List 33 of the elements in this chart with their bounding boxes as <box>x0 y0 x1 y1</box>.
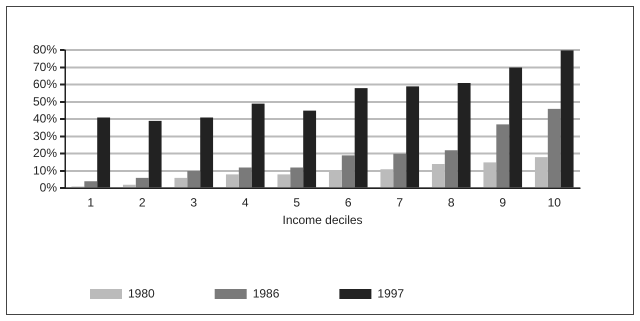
x-tick-label: 7 <box>396 196 404 210</box>
y-tick-label: 0% <box>40 180 58 195</box>
x-tick-label: 3 <box>190 196 198 210</box>
x-tick-label: 8 <box>448 196 455 210</box>
x-tick-label: 4 <box>242 196 249 210</box>
y-tick-label: 40% <box>32 112 58 126</box>
y-tick-label: 60% <box>32 77 58 92</box>
x-tick-label: 1 <box>87 196 94 210</box>
bar <box>290 168 304 188</box>
bar <box>136 178 149 188</box>
bar <box>238 168 252 188</box>
legend-label: 1980 <box>128 286 156 300</box>
y-tick-label: 50% <box>32 94 58 108</box>
bar <box>187 170 200 188</box>
bar <box>548 108 561 188</box>
x-tick-label: 6 <box>344 196 352 210</box>
x-tick-label: 10 <box>548 196 562 210</box>
bar <box>84 181 98 188</box>
bar <box>496 124 510 188</box>
y-tick-label: 30% <box>32 128 58 143</box>
y-tick-label: 70% <box>32 60 58 74</box>
bar <box>342 155 355 188</box>
y-tick-label: 80% <box>32 42 58 57</box>
x-axis-title: Income deciles <box>282 213 363 228</box>
bar <box>444 150 458 188</box>
x-tick-label: 9 <box>499 196 506 210</box>
x-tick-label: 2 <box>138 196 146 210</box>
y-tick-label: 10% <box>32 163 58 178</box>
y-tick-label: 20% <box>32 146 58 160</box>
x-tick-label: 5 <box>293 196 300 210</box>
legend-label: 1997 <box>377 286 404 300</box>
bar <box>393 154 406 188</box>
legend-label: 1986 <box>252 286 280 300</box>
